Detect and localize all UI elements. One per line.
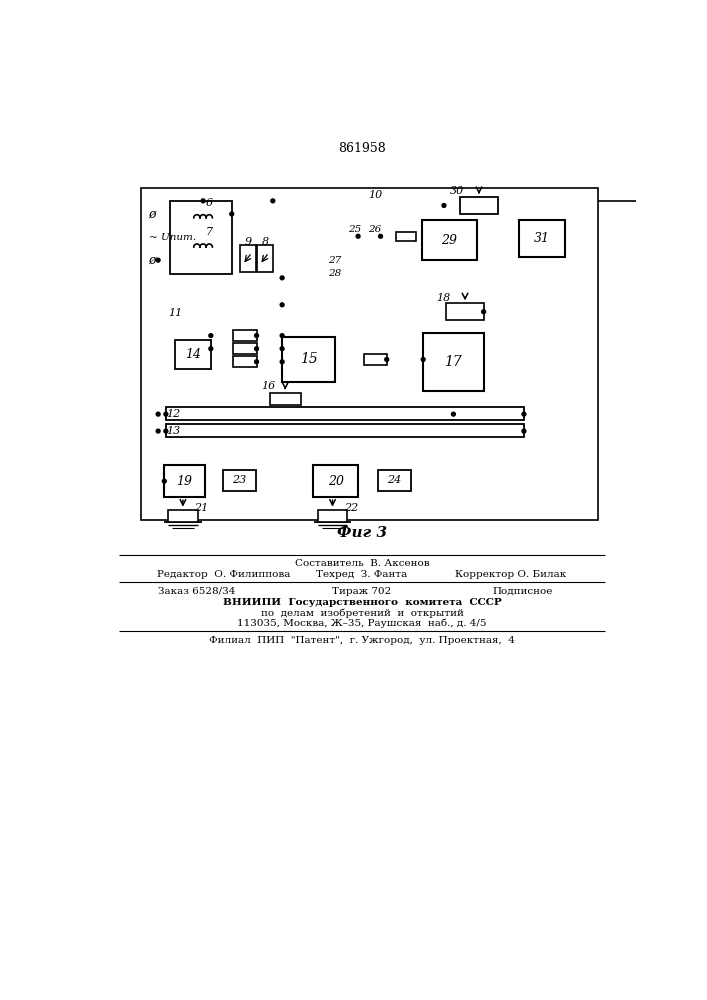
Text: 30: 30 (450, 186, 464, 196)
Text: 22: 22 (344, 503, 358, 513)
Bar (421, 220, 477, 260)
Text: Подписное: Подписное (492, 587, 553, 596)
Text: Фиг 3: Фиг 3 (337, 526, 387, 540)
Bar (363, 354, 387, 365)
Text: Редактор  О. Филиппова: Редактор О. Филиппова (158, 570, 291, 579)
Bar (175, 340, 211, 369)
Circle shape (280, 303, 284, 307)
Text: Тираж 702: Тираж 702 (332, 587, 392, 596)
Circle shape (522, 412, 526, 416)
Text: 20: 20 (327, 475, 344, 488)
Text: ø: ø (148, 207, 156, 220)
Circle shape (156, 412, 160, 416)
Circle shape (209, 347, 213, 351)
Circle shape (255, 360, 259, 364)
Bar (282, 337, 335, 382)
Text: 12: 12 (167, 409, 181, 419)
Circle shape (356, 234, 360, 238)
Text: 24: 24 (387, 475, 402, 485)
Text: 25: 25 (348, 225, 361, 234)
Text: 15: 15 (300, 352, 317, 366)
Text: 18: 18 (436, 293, 450, 303)
Bar (460, 197, 498, 214)
Text: Техред  З. Фанта: Техред З. Фанта (316, 570, 407, 579)
Text: Составитель  В. Аксенов: Составитель В. Аксенов (295, 559, 429, 568)
Text: 27: 27 (328, 256, 341, 265)
Bar (233, 343, 257, 354)
Circle shape (164, 429, 168, 433)
Text: 17: 17 (445, 355, 462, 369)
Bar (378, 470, 411, 491)
Text: 6: 6 (206, 198, 213, 208)
Bar (168, 510, 198, 522)
Circle shape (442, 204, 446, 207)
Circle shape (230, 212, 234, 216)
Text: 8: 8 (262, 237, 269, 247)
Bar (446, 303, 484, 320)
Circle shape (156, 429, 160, 433)
Text: 14: 14 (185, 348, 201, 361)
Text: 16: 16 (261, 381, 275, 391)
Text: 113035, Москва, Ж–35, Раушская  наб., д. 4/5: 113035, Москва, Ж–35, Раушская наб., д. … (238, 618, 486, 628)
Text: 13: 13 (167, 426, 181, 436)
Circle shape (163, 479, 166, 483)
Circle shape (255, 334, 259, 338)
Text: ВНИИПИ  Государственного  комитета  СССР: ВНИИПИ Государственного комитета СССР (223, 598, 501, 607)
Bar (423, 333, 484, 391)
Circle shape (280, 360, 284, 364)
Text: 21: 21 (194, 503, 209, 513)
Text: 11: 11 (168, 308, 182, 318)
Bar (164, 465, 204, 497)
Text: 31: 31 (534, 232, 550, 245)
Circle shape (452, 412, 455, 416)
Bar (166, 424, 524, 437)
Circle shape (164, 412, 168, 416)
Text: ø: ø (148, 254, 156, 267)
Bar (270, 393, 300, 405)
Text: 29: 29 (442, 234, 457, 247)
Bar (166, 407, 524, 420)
Bar (257, 245, 273, 272)
Circle shape (280, 347, 284, 351)
Text: 10: 10 (368, 190, 382, 200)
Text: по  делам  изобретений  и  открытий: по делам изобретений и открытий (260, 608, 463, 618)
Bar (170, 201, 232, 274)
Text: Корректор О. Билак: Корректор О. Билак (455, 570, 566, 579)
Bar (223, 470, 256, 491)
Bar (233, 356, 257, 367)
Text: 28: 28 (328, 269, 341, 278)
Bar (317, 510, 347, 522)
Circle shape (209, 334, 213, 338)
Text: 19: 19 (177, 475, 192, 488)
Circle shape (481, 310, 486, 314)
Circle shape (522, 429, 526, 433)
Circle shape (280, 276, 284, 280)
Bar (313, 465, 358, 497)
Circle shape (201, 199, 205, 203)
Bar (518, 220, 565, 257)
Bar (141, 188, 598, 520)
Text: 23: 23 (233, 475, 247, 485)
Text: Заказ 6528/34: Заказ 6528/34 (158, 587, 235, 596)
Text: 861958: 861958 (338, 142, 386, 155)
Text: Филиал  ПИП  "Патент",  г. Ужгород,  ул. Проектная,  4: Филиал ПИП "Патент", г. Ужгород, ул. Про… (209, 636, 515, 645)
Circle shape (271, 199, 275, 203)
Text: 9: 9 (245, 237, 252, 247)
Circle shape (421, 358, 425, 361)
Circle shape (385, 358, 389, 361)
Text: ~ Uпит.: ~ Uпит. (149, 233, 196, 242)
Circle shape (156, 258, 160, 262)
Text: 26: 26 (368, 225, 382, 234)
Circle shape (280, 334, 284, 338)
Circle shape (379, 234, 382, 238)
Bar (233, 330, 257, 341)
Bar (240, 245, 256, 272)
Bar (396, 232, 416, 241)
Text: 7: 7 (206, 227, 213, 237)
Circle shape (255, 347, 259, 351)
